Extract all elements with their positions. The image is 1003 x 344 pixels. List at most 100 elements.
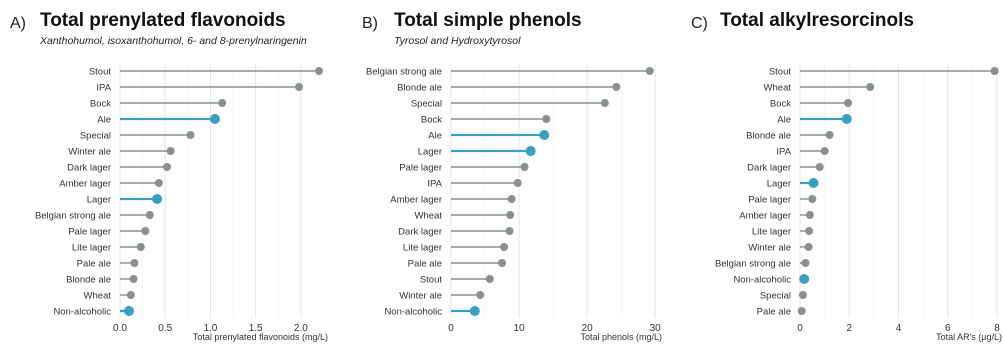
category-label: Non-alcoholic	[53, 307, 111, 318]
lollipop-point	[314, 67, 323, 75]
category-label: IPA	[96, 83, 111, 94]
category-label: Lager	[418, 147, 442, 158]
lollipop-point	[469, 306, 480, 316]
lollipop-point	[825, 131, 834, 139]
x-tick-label: 2.0	[294, 323, 308, 334]
category-label: Dark lager	[67, 163, 111, 174]
lollipop-point	[218, 99, 227, 107]
category-label: Special	[80, 131, 111, 142]
lollipop-point	[186, 131, 195, 139]
lollipop-point	[141, 227, 150, 235]
lollipop-point	[539, 130, 550, 140]
category-label: Blonde ale	[397, 83, 442, 94]
lollipop-point	[645, 67, 654, 75]
lollipop-point	[126, 291, 135, 299]
category-label: Pale lager	[748, 195, 791, 206]
x-tick-label: 2	[846, 323, 852, 334]
x-tick-label: 8	[994, 323, 1000, 334]
lollipop-point	[808, 195, 817, 203]
lollipop-point	[841, 114, 852, 124]
category-label: Lager	[87, 195, 111, 206]
x-tick-label: 1.5	[249, 323, 263, 334]
x-axis-label: Total AR's (µg/L)	[936, 332, 1002, 342]
category-label: Ale	[428, 131, 442, 142]
category-label: IPA	[427, 179, 442, 190]
category-label: Belgian strong ale	[35, 211, 111, 222]
category-label: Wheat	[84, 291, 112, 302]
x-tick-label: 0.0	[113, 323, 127, 334]
panel-b: B) Total simple phenols Tyrosol and Hydr…	[340, 0, 670, 344]
lollipop-point	[130, 259, 139, 267]
category-label: Lite lager	[752, 227, 791, 238]
category-label: Wheat	[764, 83, 792, 94]
category-label: IPA	[776, 147, 791, 158]
category-label: Belgian strong ale	[366, 67, 442, 78]
x-tick-label: 1.0	[203, 323, 217, 334]
lollipop-point	[505, 227, 514, 235]
category-label: Wheat	[415, 211, 443, 222]
category-label: Winter ale	[399, 291, 442, 302]
category-label: Pale ale	[408, 259, 442, 270]
lollipop-point	[844, 99, 853, 107]
chart-plot: Belgian strong ale Blonde ale Special Bock A…	[366, 64, 662, 342]
category-label: Blonde ale	[746, 131, 791, 142]
lollipop-point	[612, 83, 621, 91]
category-label: Stout	[769, 67, 792, 78]
category-label: Ale	[777, 115, 791, 126]
lollipop-point	[600, 99, 609, 107]
chart-subtitle: Xanthohumol, isoxanthohumol, 6- and 8-pr…	[40, 35, 307, 47]
lollipop-point	[525, 146, 536, 156]
category-label: Dark lager	[747, 163, 791, 174]
lollipop-point	[506, 211, 515, 219]
lollipop-point	[797, 307, 806, 315]
x-tick-label: 0.5	[158, 323, 172, 334]
category-label: Pale lager	[399, 163, 442, 174]
category-label: Stout	[89, 67, 112, 78]
category-label: Special	[411, 99, 442, 110]
lollipop-point	[295, 83, 304, 91]
x-axis-label: Total prenylated flavonoids (mg/L)	[193, 332, 328, 342]
x-tick-label: 0	[448, 323, 454, 334]
lollipop-point	[152, 194, 163, 204]
panel-letter: A)	[10, 15, 26, 32]
category-label: Amber lager	[739, 211, 791, 222]
lollipop-point	[805, 227, 814, 235]
category-label: Dark lager	[398, 227, 442, 238]
category-label: Belgian strong ale	[715, 259, 791, 270]
lollipop-point	[820, 147, 829, 155]
category-label: Stout	[420, 275, 443, 286]
lollipop-point	[507, 195, 516, 203]
x-axis-label: Total phenols (mg/L)	[580, 332, 662, 342]
x-tick-label: 0	[797, 323, 803, 334]
x-tick-label: 4	[896, 323, 902, 334]
lollipop-point	[498, 259, 507, 267]
lollipop-point	[136, 243, 145, 251]
lollipop-point	[542, 115, 551, 123]
chart-title: Total simple phenols	[394, 10, 582, 31]
x-tick-label: 10	[514, 323, 526, 334]
lollipop-point	[805, 211, 814, 219]
category-label: Amber lager	[59, 179, 111, 190]
panel-letter: C)	[691, 15, 708, 32]
category-label: Lite lager	[72, 243, 111, 254]
chart-subtitle: Tyrosol and Hydroxytyrosol	[394, 35, 521, 47]
lollipop-point	[500, 243, 509, 251]
panel-a: A) Total prenylated flavonoids Xanthohum…	[0, 0, 340, 344]
x-tick-label: 30	[650, 323, 662, 334]
lollipop-point	[815, 163, 824, 171]
category-label: Ale	[97, 115, 111, 126]
category-label: Amber lager	[390, 195, 442, 206]
category-label: Blonde ale	[66, 275, 111, 286]
chart-title: Total alkylresorcinols	[720, 10, 914, 31]
lollipop-point	[801, 259, 810, 267]
category-label: Bock	[421, 115, 442, 126]
panel-letter: B)	[362, 15, 378, 32]
chart-plot: Stout Wheat Bock Ale Blonde ale IPA Dark lager…	[715, 64, 1002, 342]
lollipop-point	[476, 291, 485, 299]
category-label: Pale lager	[68, 227, 111, 238]
lollipop-point	[804, 243, 813, 251]
category-label: Winter ale	[748, 243, 791, 254]
category-label: Special	[760, 291, 791, 302]
category-label: Bock	[770, 99, 791, 110]
